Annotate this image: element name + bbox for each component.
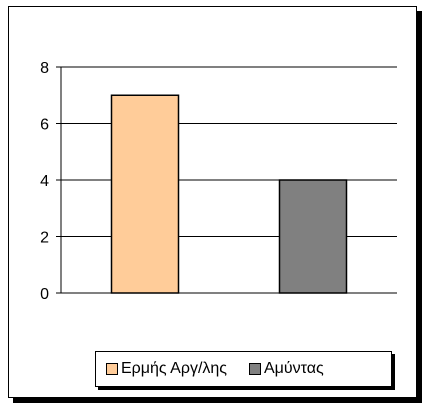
bar-0 — [110, 94, 180, 294]
legend-label-amyntas: Αμύντας — [264, 360, 324, 377]
bar-1 — [278, 179, 348, 294]
legend-swatch-ermis — [106, 363, 118, 375]
legend-entry-ermis: Ερμής Αργ/λης — [106, 360, 227, 378]
y-axis-ticks: 0 2 4 6 8 — [40, 60, 49, 303]
y-tick-label-4: 4 — [40, 173, 49, 190]
y-tick-label-0: 0 — [40, 286, 49, 303]
legend: Ερμής Αργ/λης Αμύντας — [95, 351, 392, 387]
y-tick-label-2: 2 — [40, 230, 49, 247]
legend-entry-amyntas: Αμύντας — [249, 360, 324, 378]
chart-frame: 0 2 4 6 8 Ερμής Αργ/λης Αμύντας — [8, 6, 417, 398]
y-tick-label-8: 8 — [40, 60, 49, 77]
bars — [110, 94, 348, 294]
bar-chart: 0 2 4 6 8 — [40, 60, 397, 303]
y-tick-label-6: 6 — [40, 117, 49, 134]
legend-swatch-amyntas — [249, 363, 261, 375]
legend-label-ermis: Ερμής Αργ/λης — [121, 360, 227, 377]
